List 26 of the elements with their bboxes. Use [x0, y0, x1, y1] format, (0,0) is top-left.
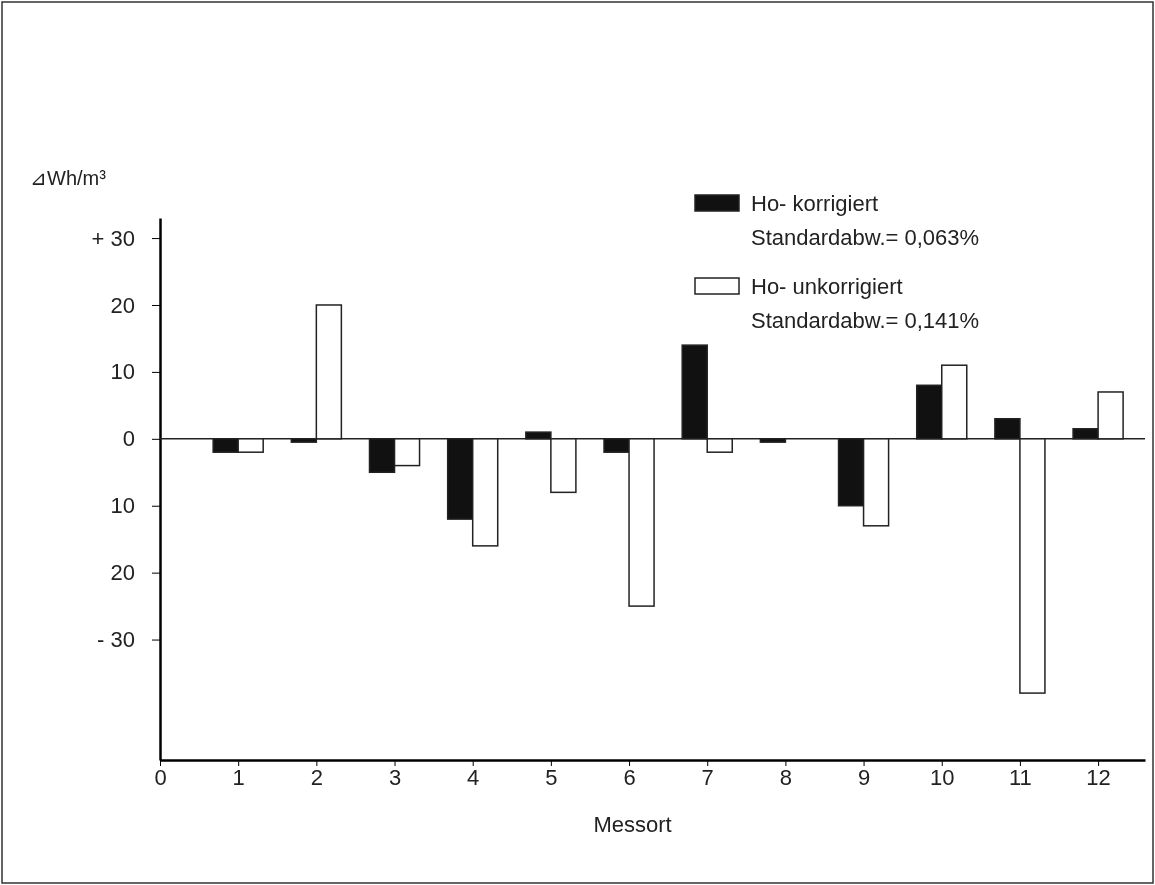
y-tick-label: 10 [110, 493, 135, 519]
x-tick-label: 3 [388, 765, 402, 790]
x-axis-title: Messort [593, 812, 672, 837]
x-tick-label: 1 [232, 765, 245, 790]
x-tick-label: 2 [310, 765, 323, 790]
x-tick-label: 7 [701, 765, 714, 790]
x-tick-label: 6 [623, 765, 636, 790]
y-tick-label: 20 [110, 560, 135, 586]
y-axis-title: ⊿Wh/m³ [30, 167, 107, 189]
annotation: Standardabw.= 0,063% [751, 225, 980, 250]
y-tick-label: 0 [122, 426, 135, 452]
x-tick-label: 11 [1009, 765, 1032, 790]
x-tick-label: 0 [154, 765, 167, 790]
y-tick-label: + 30 [91, 225, 135, 251]
x-tick-label: 4 [467, 765, 480, 790]
legend-label: Ho- korrigiert [751, 191, 879, 216]
x-tick-label: 12 [1086, 765, 1111, 790]
legend-label: Ho- unkorrigiert [751, 274, 903, 299]
x-tick-label: 5 [545, 765, 558, 790]
y-tick-label: 20 [110, 292, 135, 318]
annotation: Standardabw.= 0,141% [751, 308, 980, 333]
y-tick-label: - 30 [97, 627, 135, 653]
x-tick-label: 10 [930, 765, 955, 790]
x-tick-label: 9 [857, 765, 871, 790]
y-tick-label: 10 [110, 359, 135, 385]
x-tick-label: 8 [779, 765, 793, 790]
